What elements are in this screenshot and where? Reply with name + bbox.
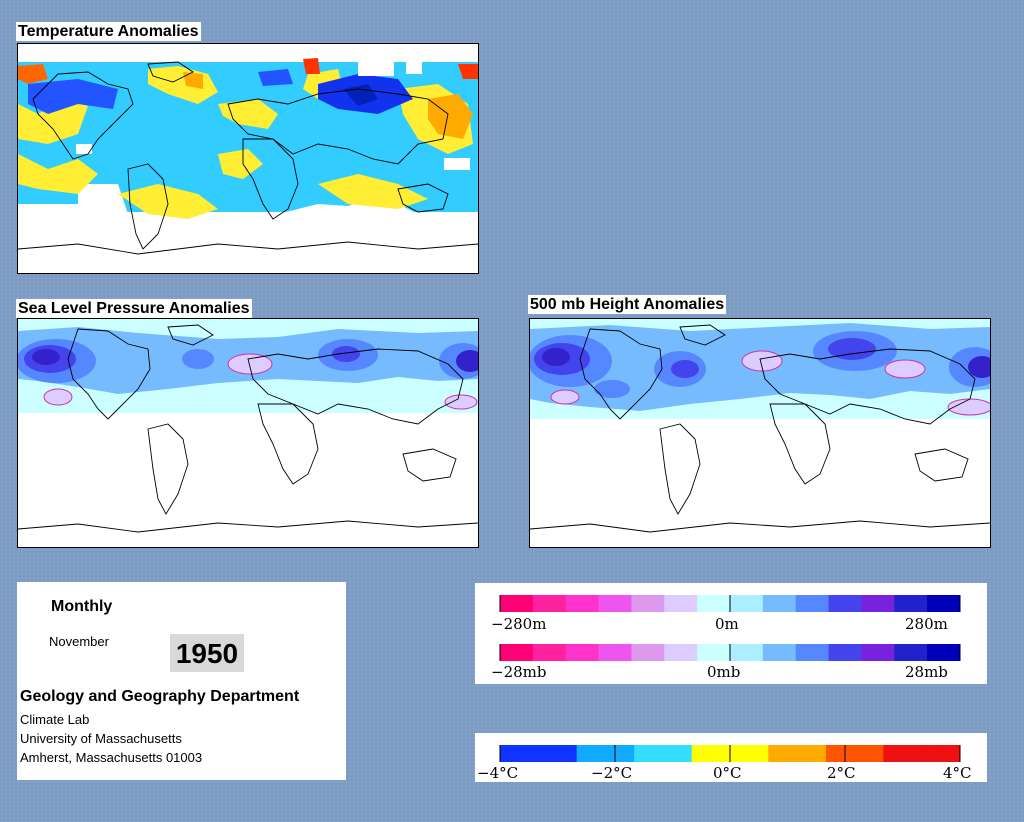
legend-swatch: [927, 595, 961, 612]
legend-swatch: [615, 745, 635, 762]
legend-swatch: [940, 745, 961, 762]
legend-swatch: [672, 745, 693, 762]
legend-swatch: [500, 745, 520, 762]
legend-swatch: [864, 745, 884, 762]
legend-swatch: [927, 644, 961, 661]
legend-swatch: [565, 644, 600, 661]
height-min-label: −280m: [491, 615, 546, 633]
legend-swatch: [557, 745, 578, 762]
pressure-max-label: 28mb: [905, 663, 948, 681]
legend-swatch: [691, 745, 712, 762]
legend-swatch: [532, 644, 567, 661]
legend-swatch: [710, 745, 731, 762]
legend-swatch: [598, 644, 632, 661]
legend-swatch: [861, 644, 895, 661]
legend-swatch: [806, 745, 827, 762]
legend-swatch: [532, 595, 567, 612]
legend-swatch: [576, 745, 597, 762]
legend-swatch: [762, 644, 797, 661]
legend-swatch: [634, 745, 654, 762]
temperature-legend: −4°C −2°C 0°C 2°C 4°C: [475, 733, 987, 782]
height-panel-title: 500 mb Height Anomalies: [528, 295, 727, 314]
legend-swatch: [795, 595, 830, 612]
legend-swatch: [845, 745, 865, 762]
legend-swatch: [565, 595, 600, 612]
legend-swatch: [730, 644, 764, 661]
legend-swatch: [631, 595, 665, 612]
legend-swatch: [595, 745, 616, 762]
month-label: November: [49, 634, 109, 649]
legend-swatch: [762, 595, 797, 612]
slp-panel-title: Sea Level Pressure Anomalies: [16, 299, 252, 318]
temperature-label-3: 0°C: [713, 764, 742, 782]
legend-swatch: [921, 745, 942, 762]
legend-swatch: [730, 745, 750, 762]
height-mid-label: 0m: [715, 615, 739, 633]
legend-swatch: [894, 595, 928, 612]
height-max-label: 280m: [905, 615, 948, 633]
temperature-label-2: −2°C: [591, 764, 632, 782]
height-pressure-legend: −280m 0m 280m −28mb 0mb 28mb: [475, 583, 987, 684]
info-box: Monthly November 1950 Geology and Geogra…: [17, 582, 346, 780]
legend-swatch: [883, 745, 903, 762]
address-label: Amherst, Massachusetts 01003: [20, 750, 203, 765]
slp-anomaly-map: [17, 318, 479, 548]
temperature-anomaly-map: [17, 43, 479, 274]
legend-swatch: [787, 745, 808, 762]
temperature-panel-title: Temperature Anomalies: [16, 22, 201, 41]
legend-swatch: [828, 644, 862, 661]
temperature-label-1: −4°C: [477, 764, 518, 782]
legend-swatch: [519, 745, 539, 762]
year-label: 1950: [170, 634, 244, 672]
legend-swatch: [697, 595, 731, 612]
legend-swatch: [500, 644, 534, 661]
legend-swatch: [749, 745, 769, 762]
legend-swatch: [730, 595, 764, 612]
pressure-color-scale: [499, 644, 961, 661]
legend-swatch: [828, 595, 862, 612]
legend-swatch: [902, 745, 923, 762]
height-anomaly-map: [529, 318, 991, 548]
period-label: Monthly: [51, 598, 113, 615]
legend-swatch: [768, 745, 788, 762]
legend-swatch: [653, 745, 673, 762]
temperature-label-5: 4°C: [943, 764, 972, 782]
legend-swatch: [664, 644, 698, 661]
university-label: University of Massachusetts: [20, 731, 182, 746]
department-label: Geology and Geography Department: [20, 688, 300, 705]
legend-swatch: [795, 644, 830, 661]
pressure-min-label: −28mb: [491, 663, 546, 681]
height-color-scale: [499, 595, 961, 612]
legend-swatch: [500, 595, 534, 612]
legend-swatch: [631, 644, 665, 661]
legend-swatch: [697, 644, 731, 661]
temperature-label-4: 2°C: [827, 764, 856, 782]
lab-label: Climate Lab: [20, 712, 90, 727]
legend-swatch: [894, 644, 928, 661]
legend-swatch: [538, 745, 558, 762]
temperature-color-scale: [499, 745, 961, 762]
legend-swatch: [664, 595, 698, 612]
legend-swatch: [861, 595, 895, 612]
legend-swatch: [825, 745, 846, 762]
pressure-mid-label: 0mb: [707, 663, 740, 681]
legend-swatch: [598, 595, 632, 612]
